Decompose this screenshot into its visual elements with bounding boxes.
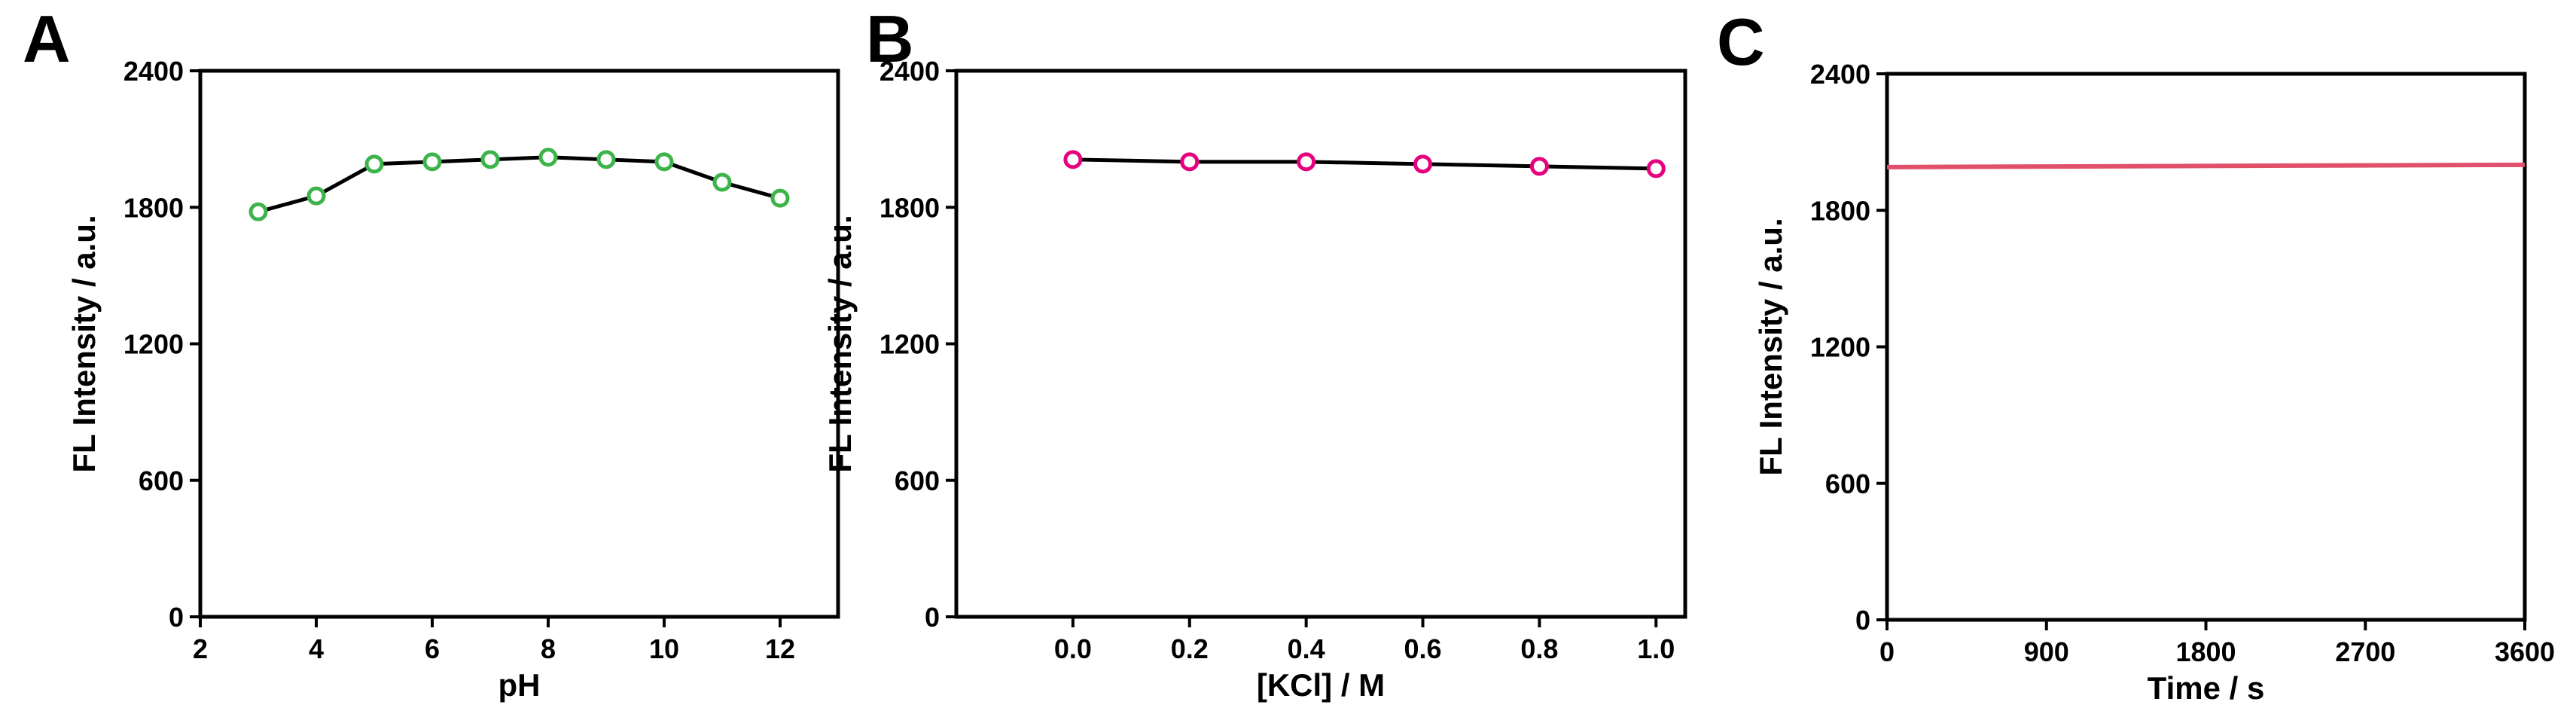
y-tick-label: 2400	[123, 56, 184, 87]
y-tick-label: 0	[925, 602, 940, 633]
y-tick-label: 2400	[879, 56, 940, 87]
data-point	[596, 150, 616, 169]
data-point	[364, 154, 384, 174]
panel-label: C	[1717, 5, 1765, 79]
data-line	[1072, 157, 1657, 171]
y-tick-label: 600	[895, 465, 940, 496]
x-axis-label: Time / s	[2148, 670, 2265, 706]
y-tick-label: 1800	[1810, 195, 1870, 226]
x-tick-label: 1.0	[1637, 633, 1675, 664]
x-tick-label: 12	[765, 633, 795, 664]
x-tick-label: 3600	[2495, 636, 2555, 667]
x-tick-label: 2700	[2335, 636, 2395, 667]
x-tick-label: 0	[1879, 636, 1895, 667]
x-axis-label: pH	[498, 667, 541, 703]
panel: C 0 600 1200 1800 2400 0 900 1800 2700 3600 Time / …	[1717, 5, 2555, 706]
data-point	[248, 202, 268, 221]
x-tick-label: 2	[193, 633, 208, 664]
data-point	[1063, 150, 1083, 169]
x-tick-label: 0.2	[1171, 633, 1209, 664]
panel-label: A	[23, 2, 71, 76]
data-point	[1297, 152, 1316, 172]
y-tick-label: 1200	[123, 329, 184, 360]
data-point	[654, 152, 674, 172]
data-line	[1886, 162, 2526, 169]
plot-frame	[1885, 72, 2527, 622]
data-point	[422, 152, 442, 172]
x-tick-label: 0.6	[1404, 633, 1441, 664]
data-point	[1413, 154, 1433, 174]
plot-frame	[954, 69, 1687, 619]
y-axis-label: FL Intensity / a.u.	[66, 215, 102, 472]
data-point	[1646, 159, 1666, 178]
data-point	[770, 188, 790, 208]
x-tick-label: 0.4	[1288, 633, 1325, 664]
x-tick-label: 6	[425, 633, 440, 664]
y-axis-label: FL Intensity / a.u.	[822, 215, 858, 472]
y-tick-label: 1800	[879, 192, 940, 223]
x-tick-label: 1800	[2175, 636, 2236, 667]
x-tick-label: 0.8	[1520, 633, 1558, 664]
x-tick-label: 900	[2024, 636, 2069, 667]
y-tick-label: 0	[1855, 605, 1870, 636]
data-point	[1180, 152, 1200, 172]
y-tick-label: 1800	[123, 192, 184, 223]
data-point	[712, 172, 732, 192]
x-tick-label: 8	[541, 633, 556, 664]
x-tick-label: 10	[649, 633, 679, 664]
data-point	[538, 148, 558, 167]
y-tick-label: 600	[139, 465, 184, 496]
y-tick-label: 1200	[1810, 332, 1870, 363]
data-point	[306, 186, 326, 206]
panel: A 0 600 1200 1800 2400 2 4 6 8 10 12 pH FL Intensity …	[23, 2, 840, 703]
data-point	[1529, 157, 1549, 176]
y-tick-label: 2400	[1810, 59, 1870, 90]
x-axis-label: [KCl] / M	[1257, 667, 1385, 703]
y-axis-label: FL Intensity / a.u.	[1753, 218, 1788, 475]
plot-frame	[198, 69, 840, 619]
x-tick-label: 4	[309, 633, 324, 664]
data-line	[258, 155, 781, 214]
data-point	[480, 150, 500, 169]
y-tick-label: 1200	[879, 329, 940, 360]
y-tick-label: 600	[1825, 468, 1870, 499]
x-tick-label: 0.0	[1054, 633, 1092, 664]
panel: B 0 600 1200 1800 2400 0.0 0.2 0.4 0.6 0.8 1.0 [KCl]…	[822, 2, 1687, 703]
y-tick-label: 0	[169, 602, 184, 633]
panel-label: B	[866, 2, 914, 76]
